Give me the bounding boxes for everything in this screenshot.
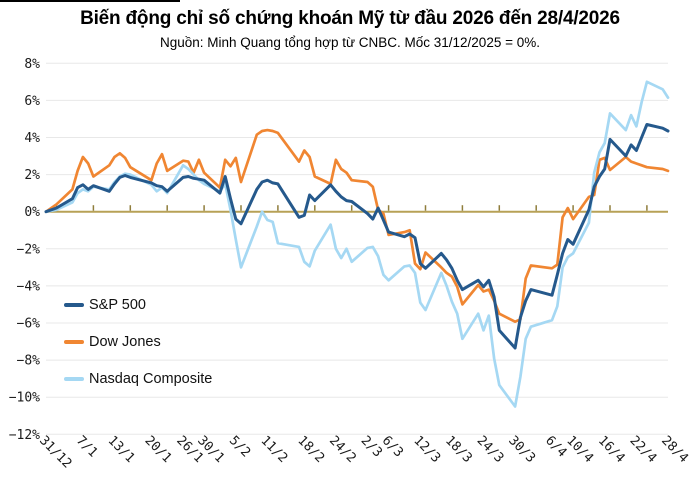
x-tick-label: 6/4	[542, 433, 569, 460]
y-tick-label: −12%	[9, 428, 40, 443]
y-tick-label: −6%	[17, 317, 41, 332]
x-tick-label: 16/4	[595, 433, 628, 466]
legend-label: Nasdaq Composite	[89, 371, 213, 387]
y-tick-label: −4%	[17, 279, 41, 294]
x-tick-label: 30/3	[505, 433, 538, 466]
y-tick-label: −10%	[9, 391, 40, 406]
legend-item-sp500: S&P 500	[64, 296, 264, 314]
sp500-line-swatch-icon	[64, 303, 84, 307]
y-tick-label: 0%	[24, 205, 40, 220]
chart-subtitle: Nguồn: Minh Quang tổng hợp từ CNBC. Mốc …	[160, 35, 540, 50]
x-tick-label: 18/3	[442, 433, 475, 466]
x-tick-label: 5/2	[226, 433, 253, 460]
y-tick-label: 4%	[24, 131, 40, 146]
x-tick-label: 22/4	[627, 433, 660, 466]
x-tick-label: 24/2	[326, 433, 359, 466]
y-tick-label: −2%	[17, 242, 41, 257]
x-tick-label: 7/1	[73, 433, 100, 460]
series-line-dow-jones	[44, 128, 670, 324]
x-tick-label: 12/3	[410, 433, 443, 466]
x-tick-label: 13/1	[105, 433, 138, 466]
y-tick-label: 6%	[24, 94, 40, 109]
chart-title: Biến động chỉ số chứng khoán Mỹ từ đầu 2…	[80, 8, 620, 29]
x-tick-label: 18/2	[294, 433, 327, 466]
legend-item-nasdaq-composite: Nasdaq Composite	[64, 370, 264, 388]
legend-label: S&P 500	[89, 297, 146, 313]
y-tick-label: −8%	[17, 354, 41, 369]
x-tick-label: 24/3	[474, 433, 507, 466]
legend-item-dow-jones: Dow Jones	[64, 333, 264, 351]
x-tick-label: 31/12	[36, 433, 74, 471]
chart-legend: S&P 500 Dow Jones Nasdaq Composite	[64, 296, 264, 407]
x-tick-label: 6/3	[379, 433, 406, 460]
x-tick-label: 2/3	[358, 433, 385, 460]
legend-label: Dow Jones	[89, 334, 161, 350]
y-tick-label: 2%	[24, 168, 40, 183]
series-line-nasdaq-composite	[44, 80, 670, 408]
y-tick-label: 8%	[24, 57, 40, 72]
series-line-s-p-500	[44, 123, 670, 350]
dow-jones-line-swatch-icon	[64, 340, 84, 344]
x-tick-label: 11/2	[258, 433, 291, 466]
nasdaq-line-swatch-icon	[64, 377, 84, 381]
top-edge-artifact-line	[0, 0, 180, 2]
x-tick-label: 20/1	[142, 433, 175, 466]
x-tick-label: 28/4	[658, 433, 691, 466]
